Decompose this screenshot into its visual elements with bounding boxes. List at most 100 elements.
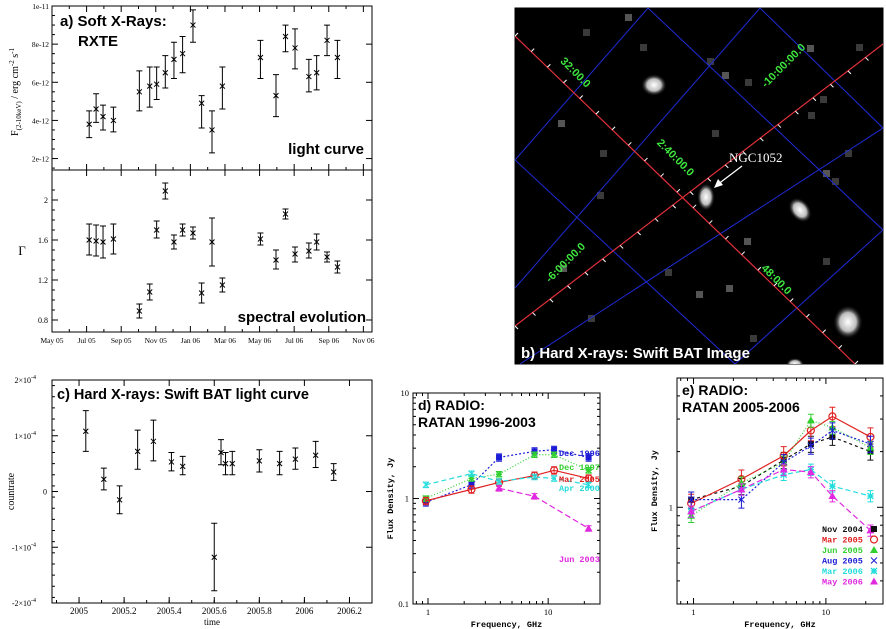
legend-label: Mar 2005 [822,536,863,546]
x-tick-label: Jul 05 [78,336,96,345]
y-tick-label: 8e-12 [32,40,49,49]
y-tick-label: 2e-12 [32,155,49,164]
data-point [495,478,503,485]
data-point-errorbar [170,41,177,79]
x-tick-label: 2006 [295,606,314,616]
y-axis-label: Γ [18,243,26,258]
panel-title: c) Hard X-rays: Swift BAT light curve [57,387,309,403]
data-point [136,88,143,95]
data-point [531,451,538,459]
y-tick-label: 0 [43,488,47,497]
grid-tick [563,79,567,84]
series-line [425,469,589,502]
ra-grid-line [759,8,883,129]
x-axis-label: time [204,617,220,627]
data-point [806,468,815,476]
data-point [585,454,592,461]
grid-tick [838,345,843,349]
x-tick-label: Jul 06 [285,336,303,345]
x-tick-label: 2005.8 [247,606,272,616]
legend-marker [870,546,878,553]
legend-marker [871,526,877,532]
data-point [179,50,186,57]
data-point [292,251,298,257]
noise-pixel [707,58,714,65]
data-point [550,451,558,459]
source-blob [786,358,804,364]
data-point [162,69,169,76]
data-point [146,83,153,89]
grid-tick [672,204,677,209]
data-point [324,254,330,260]
data-point [153,81,160,88]
grid-tick [602,258,606,263]
data-point [218,449,224,456]
grid-tick [741,251,746,256]
grid-tick [627,141,632,146]
y-axis-label: F(2-10keV) / erg cm-2 s-1 [8,48,23,136]
y-axis-label: Flux Density, Jy [650,450,660,532]
panel-b-bat-image: 32:00.0 -10:00:00.02:40:00.0-6:00:00.0 48:… [514,7,884,365]
series-line [690,468,871,531]
data-point-errorbar [257,39,264,79]
data-point [330,469,337,475]
data-point [222,460,229,467]
ra-grid-line [515,159,736,364]
noise-pixel [745,79,752,86]
legend-marker [870,577,878,585]
y-tick-label: 10 [401,388,410,398]
noise-pixel [712,130,719,137]
data-point [198,100,205,107]
series-line [690,468,871,512]
data-point [162,188,169,194]
grid-tick [777,124,782,128]
x-tick-label: 10 [544,607,553,617]
noise-pixel [823,258,830,265]
grid-tick [611,126,616,131]
data-point-errorbar [282,24,289,53]
x-axis-label: Frequency, GHz [471,620,542,629]
x-axis-label: Frequency, GHz [744,620,815,629]
y-tick-label: 2×10-4 [14,375,36,385]
data-point [153,227,160,233]
ra-grid-line [647,8,883,231]
data-point [100,239,106,245]
x-tick-label: Sep 05 [111,336,132,345]
data-point [257,236,264,242]
legend-label: Nov 2004 [822,525,863,535]
x-tick-label: Nov 05 [145,336,168,345]
grid-tick [549,298,554,303]
noise-pixel [750,335,757,342]
data-point [256,457,263,464]
data-point [549,466,559,475]
grid-tick [515,325,519,330]
ra-grid-line [515,8,761,289]
grid-tick [692,204,697,209]
panel-subtitle: RATAN 2005-2006 [682,399,800,415]
y-tick-label: 1 [669,502,673,512]
legend-label: Mar 2005 [559,475,600,485]
y-tick-label: 1×10-4 [14,431,36,441]
data-point [100,476,107,483]
data-point [421,496,430,505]
x-tick-label: 2005 [70,606,89,616]
data-point [306,248,312,254]
data-point [282,211,289,217]
data-point [282,33,289,40]
data-point [198,290,205,296]
data-point [93,106,99,112]
noise-pixel [583,29,590,36]
data-point [467,485,476,494]
data-point [110,236,117,242]
grid-tick [865,57,869,61]
data-point [530,492,539,500]
data-point [219,282,226,288]
grid-tick [584,271,589,276]
series-line [425,449,589,503]
data-point-errorbar [179,36,186,74]
source-arrow [716,165,743,186]
data-point [273,257,279,263]
x-tick-label: Sep 06 [318,336,339,345]
data-point-errorbar [334,39,341,79]
